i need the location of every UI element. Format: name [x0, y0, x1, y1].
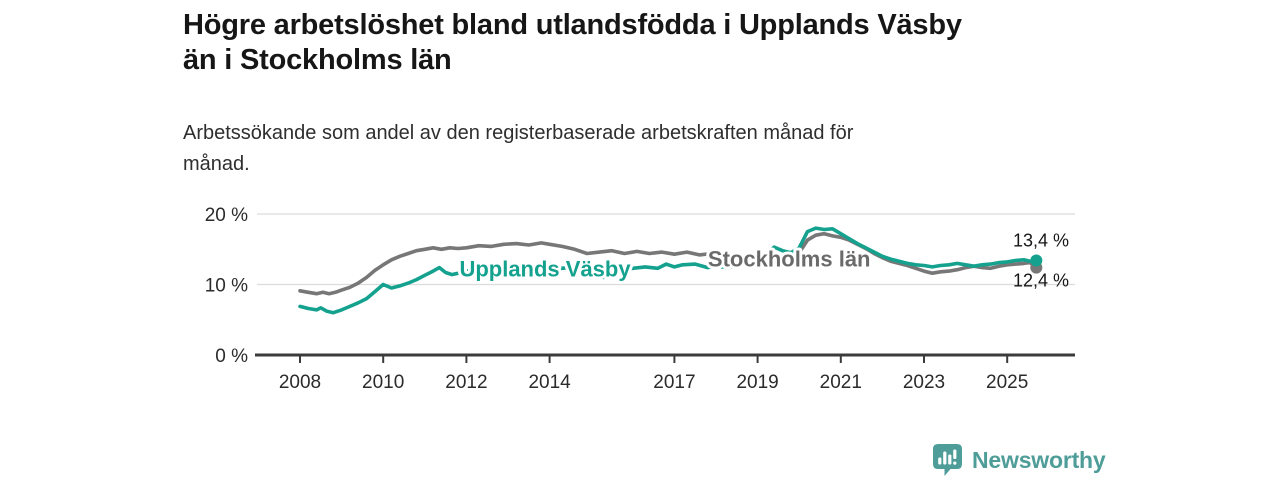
series-end-dot-upplands-v-sby: [1030, 254, 1043, 267]
x-tick-label: 2025: [986, 372, 1028, 393]
series-line-stockholms-l-n: [298, 231, 1039, 296]
x-tick-label: 2017: [653, 372, 695, 393]
page-title: Högre arbetslöshet bland utlandsfödda i …: [183, 8, 1143, 78]
page-title-line-1: Högre arbetslöshet bland utlandsfödda i …: [183, 9, 962, 41]
newsworthy-logo: Newsworthy: [932, 443, 1106, 477]
page-subtitle-line-2: månad.: [183, 153, 250, 175]
x-tick-label: 2019: [736, 372, 778, 393]
page-subtitle-line-1: Arbetssökande som andel av den registerb…: [183, 122, 854, 144]
x-tick-label: 2012: [445, 372, 487, 393]
series-line-upplands-v-sby: [298, 226, 1039, 315]
y-tick-label: 10 %: [205, 276, 248, 297]
series-inline-label: Stockholms län: [708, 246, 871, 271]
page-title-line-2: än i Stockholms län: [183, 44, 452, 76]
newsworthy-brand-name: Newsworthy: [972, 446, 1106, 473]
end-value-label: 12,4 %: [1013, 271, 1069, 291]
y-tick-label: 20 %: [205, 205, 248, 226]
x-tick-label: 2010: [362, 372, 404, 393]
y-tick-label: 0 %: [215, 346, 248, 367]
page-subtitle: Arbetssökande som andel av den registerb…: [183, 118, 1083, 180]
x-tick-label: 2021: [820, 372, 862, 393]
series-inline-label: Upplands Väsby: [459, 256, 631, 281]
end-value-label: 13,4 %: [1013, 231, 1069, 251]
x-tick-label: 2023: [903, 372, 945, 393]
x-tick-label: 2008: [279, 372, 321, 393]
newsworthy-bar-chart-icon: [933, 444, 962, 476]
x-tick-label: 2014: [528, 372, 571, 393]
